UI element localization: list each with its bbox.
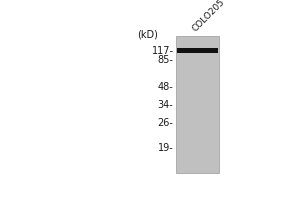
- Text: (kD): (kD): [137, 30, 158, 40]
- Text: 34-: 34-: [158, 100, 173, 110]
- Text: 48-: 48-: [158, 82, 173, 92]
- Text: 26-: 26-: [158, 118, 173, 128]
- Text: COLO205: COLO205: [190, 0, 226, 33]
- Text: 117-: 117-: [152, 46, 173, 56]
- Text: 85-: 85-: [158, 55, 173, 65]
- Bar: [176, 48, 218, 53]
- Bar: [176, 36, 219, 173]
- Text: 19-: 19-: [158, 143, 173, 153]
